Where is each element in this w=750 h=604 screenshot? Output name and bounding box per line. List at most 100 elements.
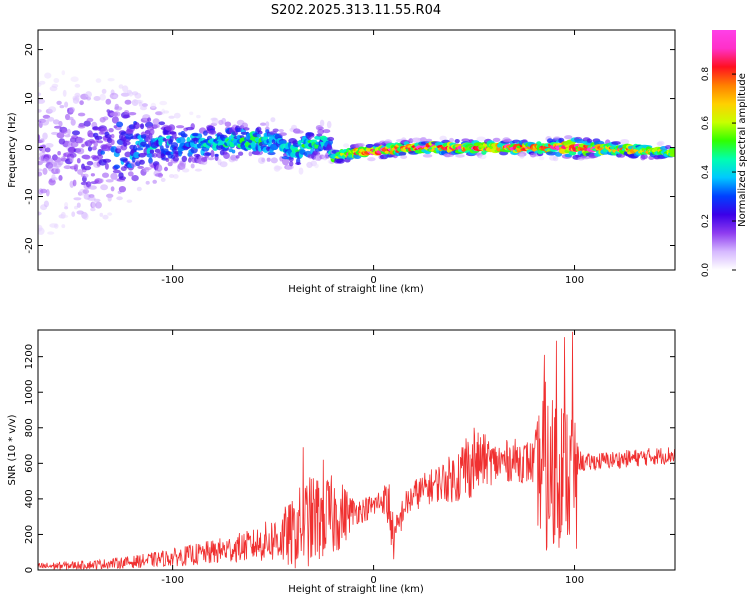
heatmap-cell [118,84,124,89]
heatmap-cell [210,150,215,158]
heatmap-cell [221,117,227,125]
colorbar-ticks: 0.0 0.2 0.4 0.6 0.8 [701,67,736,277]
heatmap-cell [219,161,228,168]
heatmap-cell [145,180,150,185]
heatmap-cell [78,137,85,141]
heatmap-cell [568,150,577,156]
heatmap-cell [70,141,79,148]
heatmap-cell [39,138,45,143]
heatmap-cell [96,140,104,144]
heatmap-cell [38,168,43,172]
heatmap-cell [85,91,92,98]
heatmap-cell [398,151,407,156]
heatmap-cell [99,93,106,101]
figure-title: S202.2025.313.11.55.R04 [271,3,441,18]
heatmap-cell [476,136,486,142]
snr-plot-area [38,330,675,570]
heatmap-cell [256,133,261,138]
heatmap-cell [122,114,131,119]
heatmap-cell [111,116,119,124]
heatmap-cell [278,140,287,145]
heatmap-cell [71,211,76,217]
heatmap-cell [177,137,186,144]
heatmap-cell [70,119,76,126]
spectrogram-heatmap [38,70,675,235]
y-tick-label: 200 [24,525,35,544]
heatmap-cell [208,129,217,135]
heatmap-cell [105,179,114,183]
heatmap-cell [108,128,114,133]
heatmap-cell [314,163,319,169]
heatmap-cell [73,197,82,201]
y-tick-label: 1000 [24,379,35,404]
heatmap-cell [136,186,142,192]
heatmap-cell [122,85,129,93]
heatmap-cell [127,171,134,177]
heatmap-cell [113,94,118,99]
heatmap-cell [124,99,132,105]
snr-x-axis-label: Height of straight line (km) [288,584,424,595]
heatmap-cell [102,172,109,178]
heatmap-cell [122,140,131,146]
heatmap-cell [162,110,170,114]
heatmap-cell [61,214,69,218]
heatmap-cell [38,134,41,141]
heatmap-cell [51,83,59,88]
heatmap-cell [118,186,126,193]
heatmap-cell [43,200,50,208]
heatmap-cell [131,160,137,168]
heatmap-cell [86,117,94,123]
heatmap-cell [90,207,96,212]
heatmap-cell [113,111,121,117]
heatmap-cell [478,154,487,160]
heatmap-cell [91,146,97,151]
x-tick-label: 0 [370,575,376,586]
heatmap-cell [319,119,325,127]
heatmap-cell [152,118,160,125]
y-tick-label: 20 [24,43,35,56]
heatmap-cell [79,100,84,106]
heatmap-cell [155,111,163,116]
y-tick-label: 800 [24,418,35,437]
heatmap-cell [93,198,101,202]
heatmap-cell [68,106,75,113]
heatmap-cell [326,120,332,129]
heatmap-cell [266,157,271,162]
colorbar-label: Normalized spectral amplitude [737,73,748,227]
heatmap-cell [164,166,168,172]
heatmap-cell [67,128,71,136]
heatmap-cell [196,114,201,119]
heatmap-cell [42,167,48,175]
heatmap-cell [62,89,67,97]
heatmap-cell [133,144,138,152]
heatmap-cell [67,116,74,121]
heatmap-cell [128,91,134,97]
heatmap-cell [93,96,101,101]
heatmap-cell [114,106,123,111]
heatmap-cell [106,193,114,198]
heatmap-cell [83,155,91,160]
heatmap-cell [180,133,188,138]
heatmap-cell [172,174,179,179]
y-tick-label: -10 [24,188,35,204]
heatmap-cell [159,100,168,106]
heatmap-cell [53,78,60,83]
heatmap-cell [124,110,130,115]
heatmap-cell [59,105,65,109]
heatmap-cell [611,141,621,145]
heatmap-cell [367,157,376,162]
heatmap-cell [420,137,427,142]
heatmap-cell [110,133,115,139]
heatmap-cell [546,151,557,156]
heatmap-cell [74,205,78,210]
heatmap-cell [619,139,630,145]
heatmap-cell [211,117,219,125]
heatmap-cell [224,121,232,127]
y-tick-label: 0 [24,144,35,150]
heatmap-cell [197,133,203,140]
heatmap-cell [113,164,121,169]
heatmap-cell [52,119,60,125]
